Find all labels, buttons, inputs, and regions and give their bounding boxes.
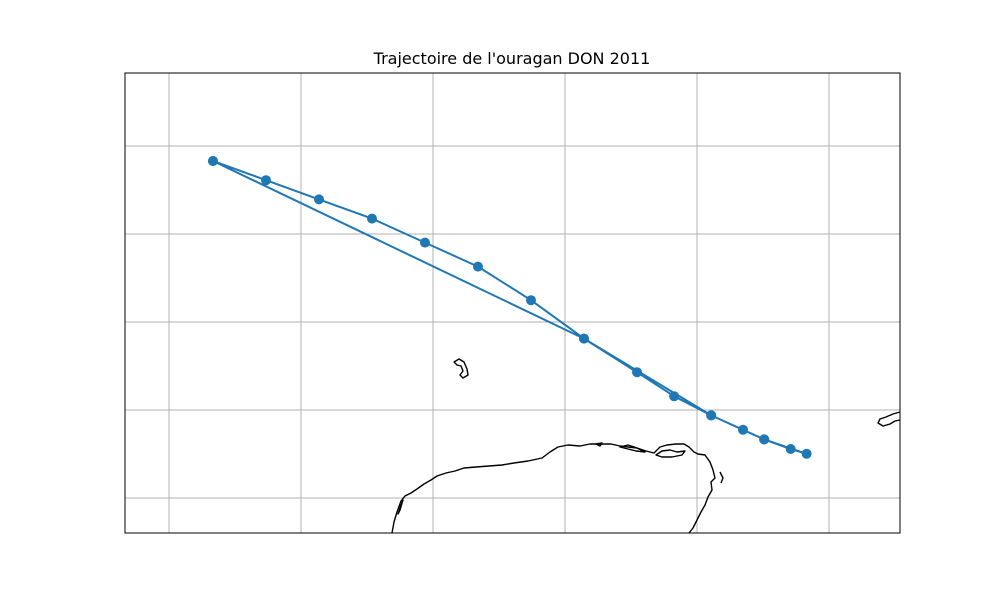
peninsula-coastline	[655, 449, 686, 458]
inlet-coastline	[397, 499, 404, 515]
map-background	[125, 73, 900, 533]
coastlines	[391, 358, 901, 534]
key-coastline	[595, 442, 603, 447]
track-point	[261, 175, 271, 186]
east-island-coastline	[877, 411, 901, 427]
track-point	[208, 156, 218, 166]
track-point	[706, 410, 717, 421]
map-area	[124, 72, 901, 534]
track-point	[801, 448, 812, 459]
track-point	[367, 213, 377, 224]
track-point	[314, 194, 324, 205]
mainland-coastline	[391, 443, 716, 534]
map-frame	[124, 72, 901, 534]
chart-title: Trajectoire de l'ouragan DON 2011	[373, 49, 651, 68]
lagoon-coastline	[619, 444, 646, 453]
track-point	[738, 424, 748, 435]
track-point	[579, 333, 589, 344]
hurricane-track	[208, 156, 812, 459]
graticule	[125, 73, 900, 533]
track-point	[759, 434, 770, 445]
cape-coastline	[719, 471, 724, 484]
track-point	[473, 261, 483, 272]
track-point	[420, 237, 430, 248]
track-point	[785, 444, 796, 454]
island-coastline	[453, 358, 469, 379]
track-point	[632, 367, 642, 378]
track-point	[526, 295, 536, 306]
track-point	[669, 391, 680, 402]
